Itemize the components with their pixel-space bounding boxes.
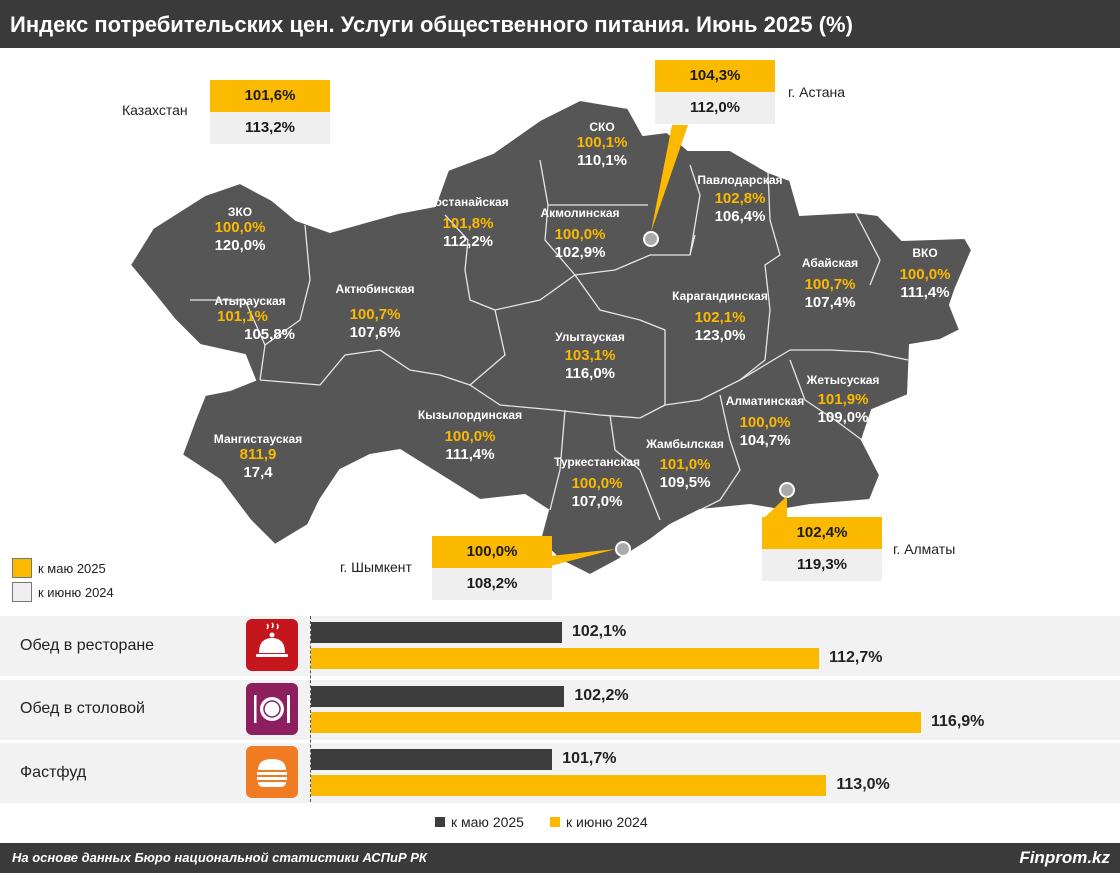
bar-value-label: 102,2% bbox=[574, 687, 629, 704]
category-label: Фастфуд bbox=[20, 764, 87, 781]
legend-swatch-yellow bbox=[12, 558, 32, 578]
bar-may bbox=[311, 749, 553, 770]
map-legend-may: к маю 2025 bbox=[12, 556, 114, 580]
region-borders bbox=[190, 159, 909, 521]
bar-value-label: 101,7% bbox=[562, 750, 617, 767]
almaty-callout: 102,4% 119,3% bbox=[762, 517, 882, 581]
shymkent-may-value: 100,0% bbox=[432, 536, 552, 568]
bar-legend-june: к июню 2024 bbox=[550, 814, 648, 830]
astana-label: г. Астана bbox=[788, 84, 846, 100]
bar-legend-swatch-dark bbox=[435, 817, 445, 827]
burger-icon bbox=[246, 746, 298, 798]
almaty-label: г. Алматы bbox=[893, 541, 956, 557]
bar-value-label: 113,0% bbox=[836, 776, 890, 793]
header-bar: Индекс потребительских цен. Услуги общес… bbox=[0, 0, 1120, 48]
bar-june bbox=[311, 712, 921, 733]
cloche-icon bbox=[246, 619, 298, 671]
bar-may bbox=[311, 622, 562, 643]
astana-june-value: 112,0% bbox=[655, 92, 775, 124]
bar-value-label: 116,9% bbox=[931, 713, 985, 730]
footer-bar: На основе данных Бюро национальной стати… bbox=[0, 843, 1120, 873]
bar-legend-june-label: к июню 2024 bbox=[566, 814, 648, 830]
category-label: Обед в столовой bbox=[20, 700, 145, 717]
almaty-may-value: 102,4% bbox=[762, 517, 882, 549]
shymkent-june-value: 108,2% bbox=[432, 568, 552, 600]
bar-legend-may-label: к маю 2025 bbox=[451, 814, 524, 830]
bar-june bbox=[311, 775, 827, 796]
kazakhstan-may-value: 101,6% bbox=[210, 80, 330, 112]
almaty-june-value: 119,3% bbox=[762, 549, 882, 581]
kazakhstan-callout: 101,6% 113,2% bbox=[210, 80, 330, 144]
kazakhstan-june-value: 113,2% bbox=[210, 112, 330, 144]
shymkent-callout: 100,0% 108,2% bbox=[432, 536, 552, 600]
astana-pointer bbox=[651, 125, 688, 232]
category-label: Обед в ресторане bbox=[20, 637, 155, 654]
bar-may bbox=[311, 686, 565, 707]
shymkent-pointer bbox=[550, 549, 616, 566]
almaty-pointer bbox=[765, 496, 787, 517]
astana-may-value: 104,3% bbox=[655, 60, 775, 92]
bar-legend-may: к маю 2025 bbox=[435, 814, 524, 830]
shymkent-marker bbox=[615, 541, 631, 557]
map-legend-may-label: к маю 2025 bbox=[38, 560, 106, 576]
bar-value-label: 102,1% bbox=[571, 623, 627, 640]
map-legend-june-label: к июню 2024 bbox=[38, 584, 114, 600]
bar-value-label: 112,7% bbox=[829, 649, 883, 666]
astana-marker bbox=[643, 231, 659, 247]
astana-callout: 104,3% 112,0% bbox=[655, 60, 775, 124]
brand-logo: Finprom.kz bbox=[1019, 848, 1110, 867]
source-note: На основе данных Бюро национальной стати… bbox=[12, 850, 427, 865]
almaty-marker bbox=[779, 482, 795, 498]
map-silhouette bbox=[128, 98, 974, 577]
page-title: Индекс потребительских цен. Услуги общес… bbox=[10, 12, 853, 37]
map-legend-june: к июню 2024 bbox=[12, 580, 114, 604]
plate-cutlery-icon bbox=[246, 683, 298, 735]
kazakhstan-label: Казахстан bbox=[122, 102, 188, 118]
bar-legend-swatch-yellow bbox=[550, 817, 560, 827]
bar-june bbox=[311, 648, 820, 669]
bar-axis bbox=[310, 616, 311, 802]
kazakhstan-map bbox=[128, 98, 974, 577]
legend-swatch-gray bbox=[12, 582, 32, 602]
shymkent-label: г. Шымкент bbox=[340, 559, 412, 575]
map-legend: к маю 2025 к июню 2024 bbox=[12, 556, 114, 604]
